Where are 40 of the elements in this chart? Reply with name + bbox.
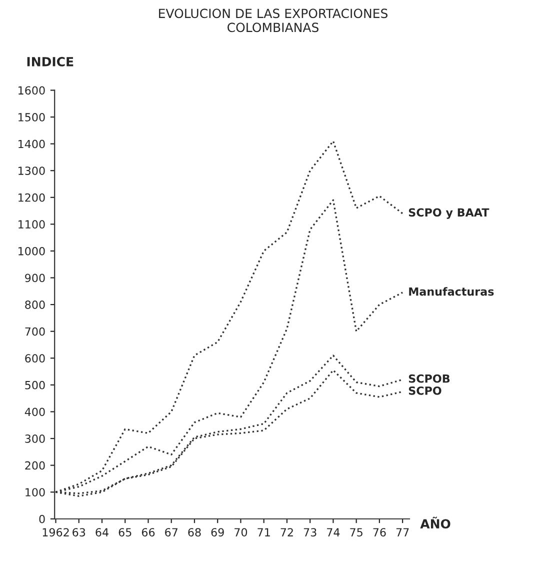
y-tick-label: 100 [26,488,45,496]
y-tick-label: 400 [24,408,45,416]
x-tick-label: 69 [211,528,224,537]
y-axis-title: INDICE [27,56,74,66]
y-tick-label: 1000 [18,246,45,256]
x-tick-label: 70 [234,528,248,537]
series-label: SCPO y BAAT [408,208,490,219]
y-tick-label: 200 [25,461,45,470]
y-tick-label: 700 [25,327,45,336]
series-label: SCPO [408,386,442,395]
y-tick-label: 0 [39,514,45,524]
x-axis-title: AÑO [420,516,450,529]
y-tick-label: 500 [25,380,45,390]
x-tick-label: 67 [165,528,178,537]
y-tick-label: 1600 [18,86,45,95]
y-tick-label: 300 [25,434,45,443]
x-tick-label: 65 [118,528,132,537]
y-tick-label: 1500 [18,113,45,122]
x-tick-label: 77 [396,528,409,536]
x-tick-label: 66 [142,528,155,537]
y-tick-label: 600 [25,354,45,363]
x-tick-label: 64 [96,528,108,537]
x-tick-label: 74 [327,528,340,536]
x-tick-label: 75 [350,528,362,537]
y-tick-label: 1400 [18,140,45,148]
series-label: Manufacturas [409,287,494,296]
y-tick-label: 1300 [18,166,45,175]
y-tick-label: 900 [25,274,45,282]
x-tick-label: 1962 [42,528,69,537]
x-tick-label: 71 [258,528,270,536]
x-tick-label: 72 [280,528,293,536]
y-tick-label: 1100 [18,220,45,229]
series-label: SCPOB [408,374,450,383]
x-tick-label: 63 [72,528,86,537]
chart-title: EVOLUCION DE LAS EXPORTACIONES COLOMBIANAS [159,8,388,32]
y-tick-label: 800 [25,300,45,309]
x-tick-label: 76 [373,528,386,537]
x-tick-label: 73 [304,528,316,537]
y-tick-label: 1200 [18,193,45,202]
x-tick-label: 68 [188,528,201,537]
